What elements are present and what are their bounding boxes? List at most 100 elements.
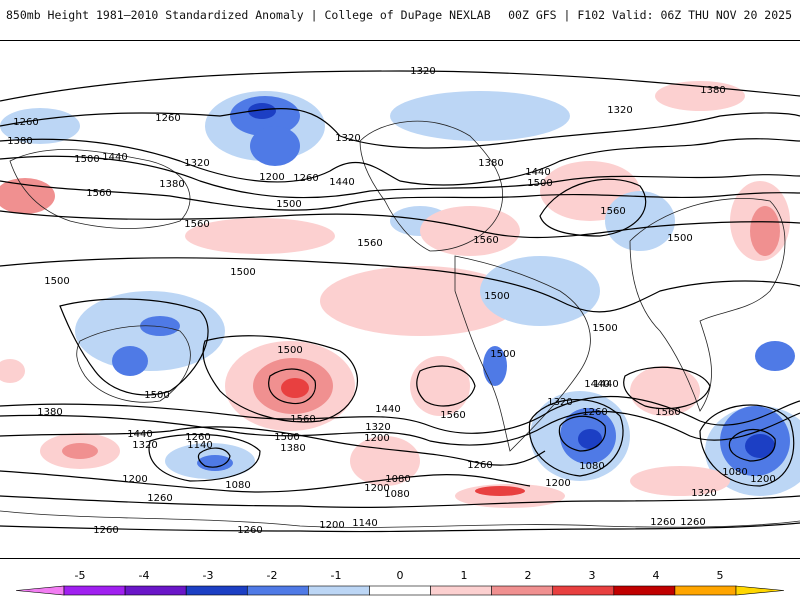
contour-label: 1560 bbox=[290, 414, 315, 425]
contour-label: 1560 bbox=[655, 407, 680, 418]
colorbar-ticks: -5 -4 -3 -2 -1 0 1 2 3 4 5 bbox=[75, 569, 724, 582]
contour-label: 1320 bbox=[607, 105, 632, 116]
tick-label: 1 bbox=[461, 569, 468, 582]
contour-label: 1320 bbox=[547, 397, 572, 408]
colorbar-extend-low bbox=[15, 585, 65, 596]
contour-label: 1380 bbox=[159, 179, 184, 190]
contour-label-layer: 1320 1380 1260 1260 1320 1380 1320 1500 … bbox=[7, 66, 775, 536]
colorbar-cell bbox=[308, 585, 370, 596]
contour-label: 1080 bbox=[579, 461, 604, 472]
contour-label: 1260 bbox=[467, 460, 492, 471]
contour-label: 1260 bbox=[650, 517, 675, 528]
contour-label: 1080 bbox=[384, 489, 409, 500]
contour-label: 1500 bbox=[490, 349, 515, 360]
contour-label: 1500 bbox=[484, 291, 509, 302]
contour-label: 1080 bbox=[722, 467, 747, 478]
contour-label: 1440 bbox=[127, 429, 152, 440]
contour-label: 1320 bbox=[132, 440, 157, 451]
tick-label: -5 bbox=[75, 569, 86, 582]
contour-label: 1260 bbox=[155, 113, 180, 124]
contour-label: 1380 bbox=[37, 407, 62, 418]
contour-label: 1200 bbox=[545, 478, 570, 489]
colorbar-cells bbox=[15, 585, 785, 596]
contour-label: 1320 bbox=[335, 133, 360, 144]
contour-label: 1320 bbox=[410, 66, 435, 77]
colorbar-cell bbox=[185, 585, 248, 596]
tick-label: 2 bbox=[525, 569, 532, 582]
contour-label: 1320 bbox=[365, 422, 390, 433]
contour-label: 1260 bbox=[185, 432, 210, 443]
colorbar-cell bbox=[63, 585, 126, 596]
contour-label: 1500 bbox=[44, 276, 69, 287]
contour-label: 1380 bbox=[280, 443, 305, 454]
contour-label: 1200 bbox=[750, 474, 775, 485]
tick-label: -3 bbox=[203, 569, 214, 582]
colorbar-cell bbox=[674, 585, 737, 596]
colorbar-cell bbox=[369, 585, 431, 596]
contour-label: 1260 bbox=[680, 517, 705, 528]
tick-label: 4 bbox=[653, 569, 660, 582]
contour-label: 1440 bbox=[593, 379, 618, 390]
contour-label: 1260 bbox=[237, 525, 262, 536]
tick-label: -4 bbox=[139, 569, 150, 582]
colorbar-cell bbox=[124, 585, 187, 596]
contour-label: 1380 bbox=[700, 85, 725, 96]
header: 850mb Height 1981–2010 Standardized Anom… bbox=[0, 0, 800, 36]
colorbar-cell bbox=[246, 585, 309, 596]
contour-label: 1560 bbox=[600, 206, 625, 217]
contour-label: 1500 bbox=[667, 233, 692, 244]
contour-label: 1200 bbox=[122, 474, 147, 485]
contour-label: 1560 bbox=[357, 238, 382, 249]
contour-label: 1380 bbox=[7, 136, 32, 147]
contour-label: 1500 bbox=[277, 345, 302, 356]
contour-label: 1440 bbox=[102, 152, 127, 163]
contour-label: 1260 bbox=[13, 117, 38, 128]
tick-label: -1 bbox=[331, 569, 342, 582]
contour-label: 1500 bbox=[74, 154, 99, 165]
contour-label: 1080 bbox=[385, 474, 410, 485]
colorbar-cell bbox=[613, 585, 676, 596]
contour-label: 1200 bbox=[364, 483, 389, 494]
contour-label: 1200 bbox=[259, 172, 284, 183]
contour-label: 1560 bbox=[184, 219, 209, 230]
height-contours bbox=[0, 70, 800, 533]
contour-label: 1260 bbox=[582, 407, 607, 418]
contour-label: 1500 bbox=[144, 390, 169, 401]
contour-label: 1500 bbox=[274, 432, 299, 443]
tick-label: -2 bbox=[267, 569, 278, 582]
contour-label: 1500 bbox=[276, 199, 301, 210]
contour-label: 1560 bbox=[86, 188, 111, 199]
valid-time: 00Z GFS | F102 Valid: 06Z THU NOV 20 202… bbox=[508, 8, 792, 22]
colorbar: -5 -4 -3 -2 -1 0 1 2 3 4 5 bbox=[15, 569, 785, 596]
contour-label: 1560 bbox=[440, 410, 465, 421]
contour-label: 1500 bbox=[230, 267, 255, 278]
contour-label: 1320 bbox=[184, 158, 209, 169]
contour-label: 1500 bbox=[527, 178, 552, 189]
contour-label: 1080 bbox=[225, 480, 250, 491]
contour-label: 1200 bbox=[319, 520, 344, 531]
tick-label: 3 bbox=[589, 569, 596, 582]
colorbar-cell bbox=[491, 585, 554, 596]
anomaly-map: 1320 1380 1260 1260 1320 1380 1320 1500 … bbox=[0, 40, 800, 559]
colorbar-extend-high bbox=[735, 585, 785, 596]
colorbar-cell bbox=[552, 585, 615, 596]
tick-label: 5 bbox=[717, 569, 724, 582]
contour-label: 1440 bbox=[375, 404, 400, 415]
contour-label: 1500 bbox=[592, 323, 617, 334]
contour-label: 1260 bbox=[293, 173, 318, 184]
map-title: 850mb Height 1981–2010 Standardized Anom… bbox=[6, 8, 491, 22]
contour-label: 1140 bbox=[352, 518, 377, 529]
contour-label: 1440 bbox=[584, 379, 609, 390]
contour-label: 1140 bbox=[187, 440, 212, 451]
contour-label: 1560 bbox=[473, 235, 498, 246]
contour-label: 1440 bbox=[525, 167, 550, 178]
coastlines bbox=[0, 120, 800, 528]
contour-label: 1260 bbox=[93, 525, 118, 536]
contour-label: 1320 bbox=[691, 488, 716, 499]
contour-label: 1260 bbox=[147, 493, 172, 504]
contour-label: 1200 bbox=[364, 433, 389, 444]
contour-label: 1440 bbox=[329, 177, 354, 188]
contour-label: 1380 bbox=[478, 158, 503, 169]
colorbar-cell bbox=[430, 585, 492, 596]
tick-label: 0 bbox=[397, 569, 404, 582]
